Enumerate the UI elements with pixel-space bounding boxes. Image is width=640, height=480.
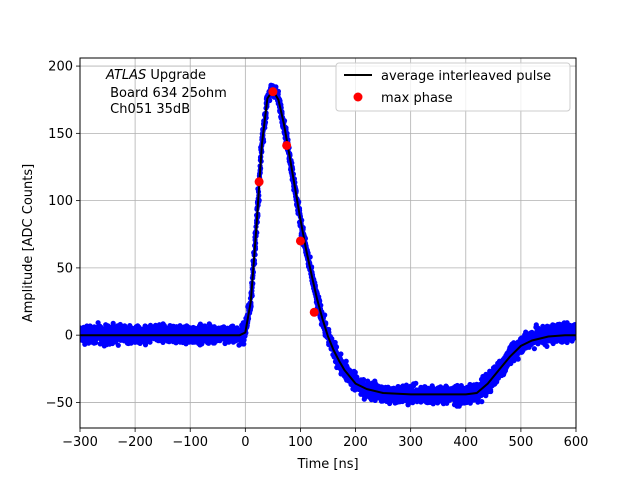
legend-label-max-phase: max phase <box>381 91 453 106</box>
y-tick-label: 50 <box>56 261 73 276</box>
annotation-upgrade: Upgrade <box>146 68 206 83</box>
max-phase-point <box>255 177 264 186</box>
scatter-point <box>515 356 520 361</box>
x-tick-label: 100 <box>288 435 313 450</box>
y-tick-label: 200 <box>48 60 73 75</box>
max-phase-point <box>310 308 319 317</box>
annotation-line-2: Board 634 25ohm <box>106 86 227 101</box>
scatter-point <box>413 381 418 386</box>
annotation-line-1: ATLAS Upgrade <box>105 68 206 83</box>
scatter-point <box>344 359 349 364</box>
max-phase-point <box>268 87 277 96</box>
x-tick-label: 500 <box>508 435 533 450</box>
scatter-point <box>544 344 549 349</box>
scatter-point <box>334 344 339 349</box>
x-tick-label: 600 <box>564 435 589 450</box>
x-tick-label: −100 <box>172 435 208 450</box>
x-tick-label: 200 <box>343 435 368 450</box>
max-phase-point <box>282 141 291 150</box>
legend-marker-swatch <box>354 93 363 102</box>
legend-label-average: average interleaved pulse <box>381 69 551 84</box>
x-tick-label: 0 <box>241 435 249 450</box>
y-tick-label: −50 <box>46 396 73 411</box>
scatter-point <box>479 399 484 404</box>
annotation-atlas: ATLAS <box>105 68 146 83</box>
x-tick-label: 300 <box>398 435 423 450</box>
x-tick-label: −300 <box>62 435 98 450</box>
max-phase-point <box>296 236 305 245</box>
x-axis-label: Time [ns] <box>296 457 358 472</box>
scatter-point <box>116 343 121 348</box>
y-tick-label: 100 <box>48 194 73 209</box>
legend: average interleaved pulse max phase <box>336 63 570 111</box>
y-tick-label: 0 <box>65 329 73 344</box>
scatter-point <box>532 346 537 351</box>
scatter-point <box>338 351 343 356</box>
y-axis-label: Amplitude [ADC Counts] <box>21 164 36 322</box>
annotation-line-3: Ch051 35dB <box>106 102 190 117</box>
x-tick-label: −200 <box>117 435 153 450</box>
x-tick-label: 400 <box>453 435 478 450</box>
y-tick-label: 150 <box>48 127 73 142</box>
